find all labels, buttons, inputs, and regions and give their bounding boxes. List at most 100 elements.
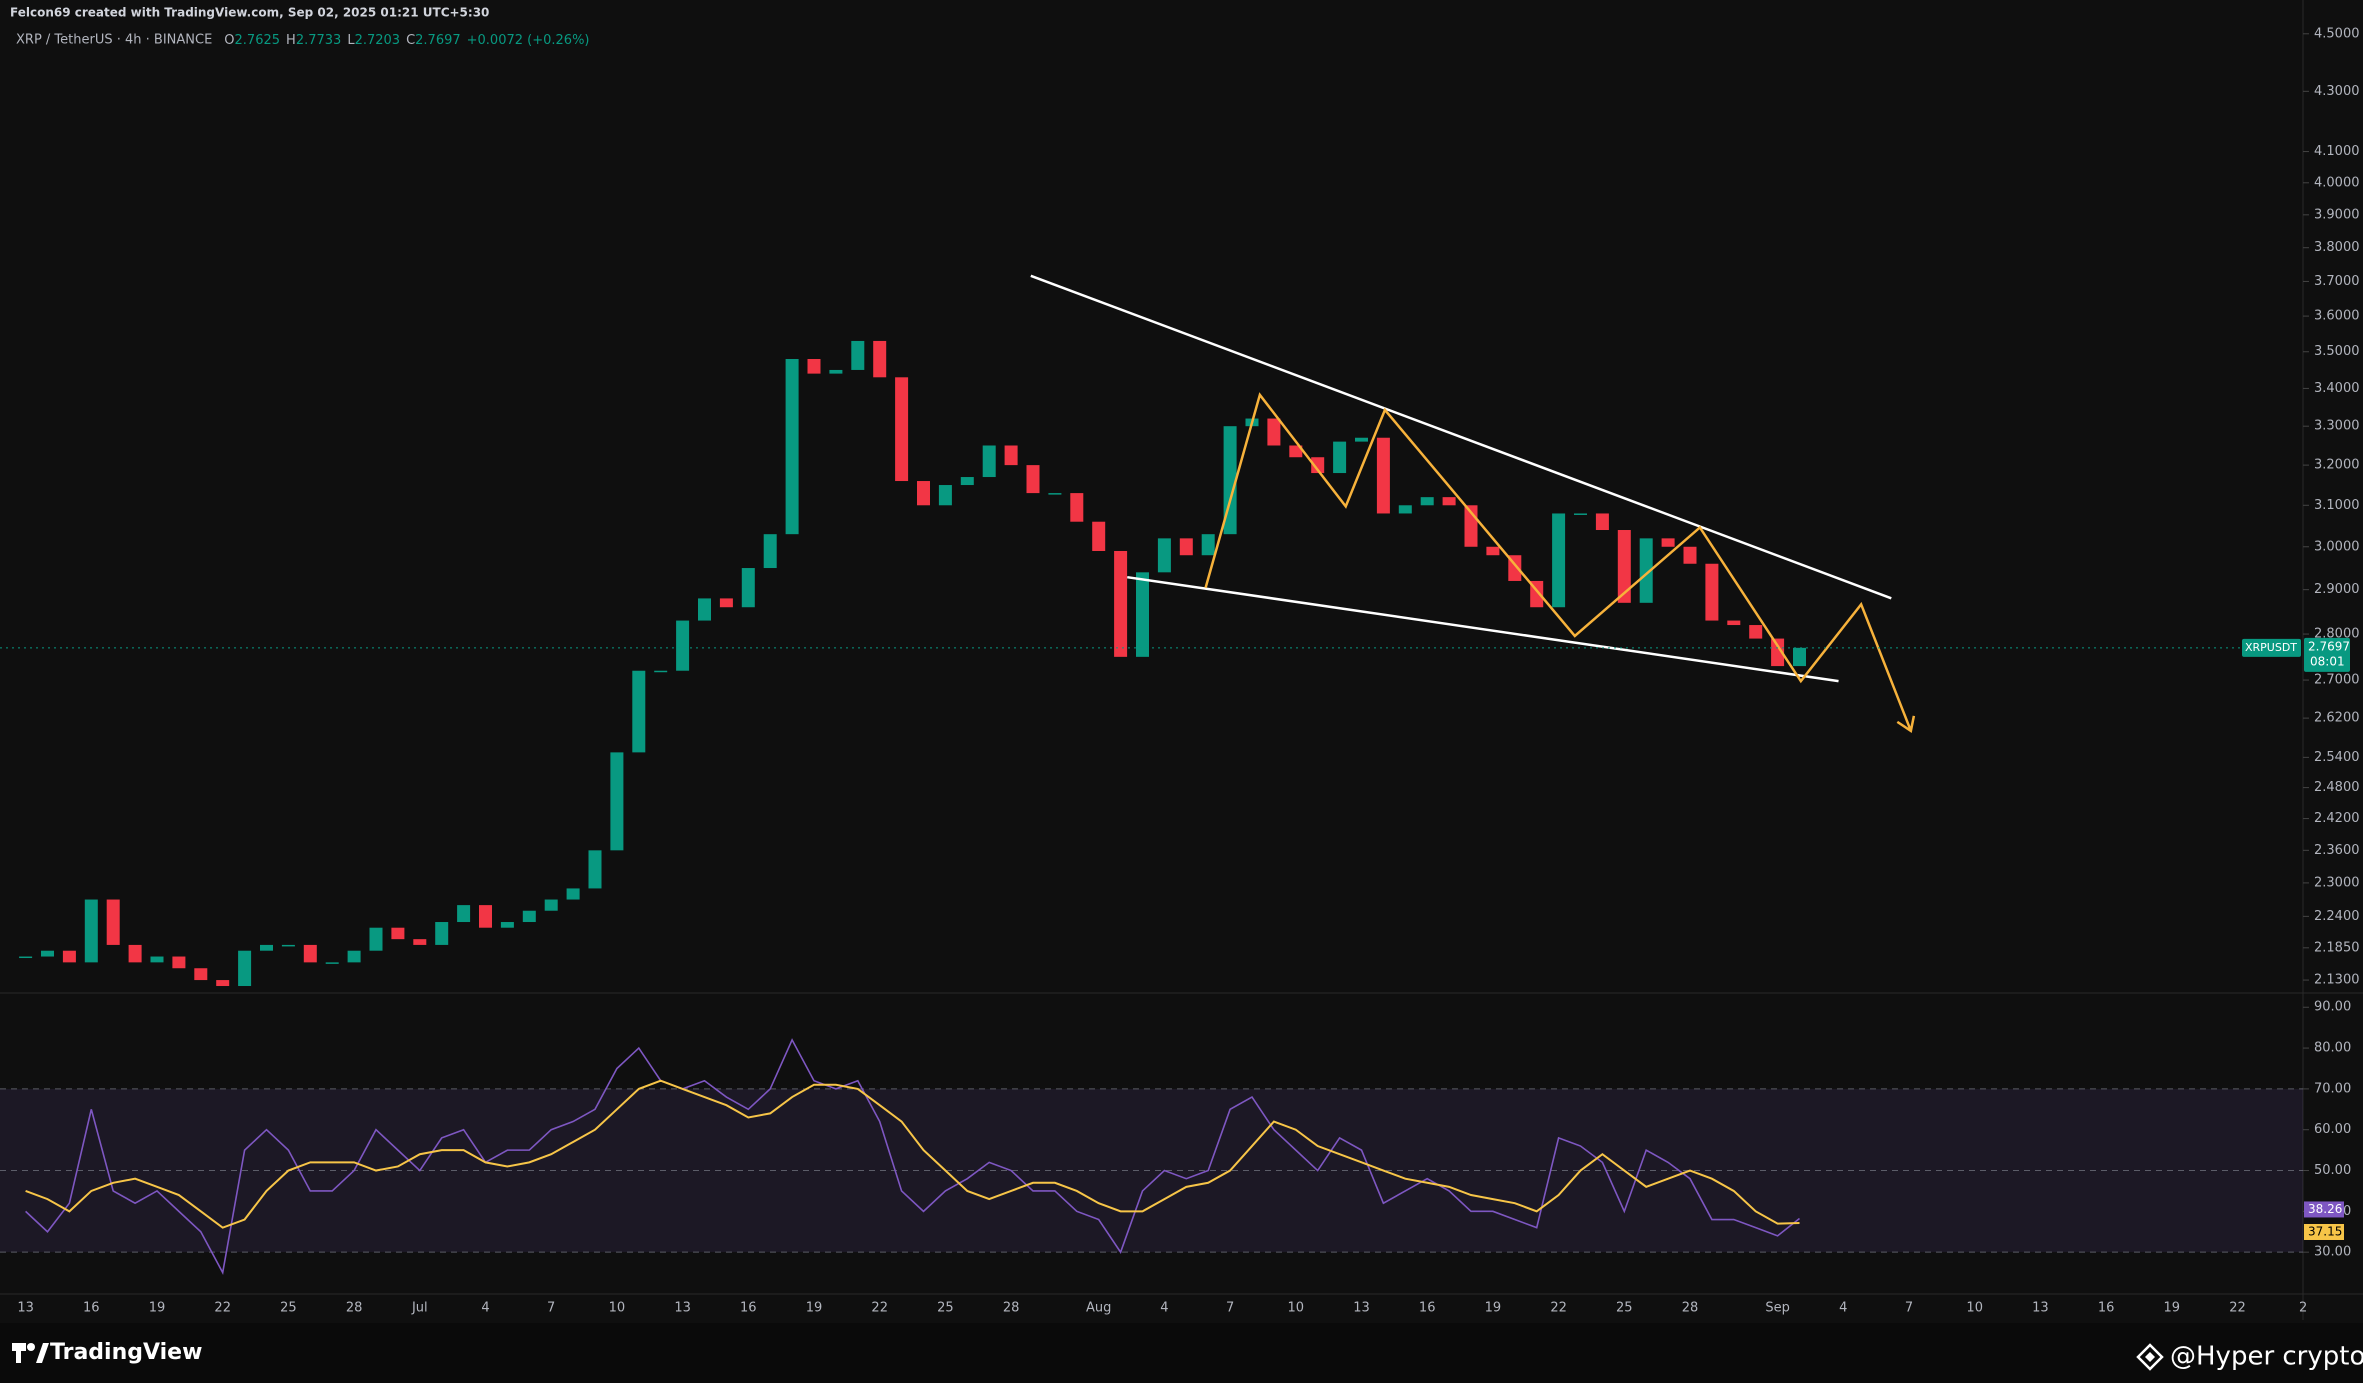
candle — [325, 962, 339, 964]
y-tick-label: 4.5000 — [2314, 26, 2360, 41]
x-tick-label: 10 — [609, 1301, 626, 1316]
rsi-tick-label: 80.00 — [2314, 1041, 2351, 1056]
symbol-label: XRPUSDT — [2245, 641, 2297, 654]
x-tick-label: 22 — [871, 1301, 888, 1316]
candle — [873, 340, 887, 378]
x-tick-label: 22 — [2229, 1301, 2246, 1316]
candle — [1114, 550, 1128, 657]
candle — [1683, 546, 1697, 564]
change: +0.0072 (+0.26%) — [467, 33, 590, 48]
rsi-tag — [2304, 1201, 2344, 1218]
y-tick-label: 2.4800 — [2314, 780, 2360, 795]
candle — [457, 905, 471, 923]
candle — [62, 950, 76, 963]
x-tick-label: 19 — [2164, 1301, 2181, 1316]
arrow-head — [1896, 715, 1916, 733]
candle — [1267, 418, 1281, 446]
x-tick-label: 7 — [1226, 1301, 1234, 1316]
rsi-tag-label: 37.15 — [2308, 1224, 2342, 1238]
candle — [829, 369, 843, 374]
candle — [785, 358, 799, 535]
y-tick-label: 3.0000 — [2314, 539, 2360, 554]
y-tick-label: 3.6000 — [2314, 309, 2360, 324]
brand: TradingView — [50, 1340, 202, 1365]
y-tick-label: 3.5000 — [2314, 344, 2360, 359]
ohlc-label: C — [406, 33, 415, 48]
ohlc-label: O — [224, 33, 234, 48]
candle — [1376, 437, 1390, 514]
candle — [1705, 563, 1719, 621]
y-tick-label: 4.1000 — [2314, 144, 2360, 159]
y-tick-label: 3.9000 — [2314, 207, 2360, 222]
candle — [1486, 546, 1500, 556]
x-tick-label: 2 — [2299, 1301, 2307, 1316]
candle — [369, 927, 383, 951]
y-tick-label: 3.2000 — [2314, 458, 2360, 473]
rsi-pane — [25, 1038, 1800, 1275]
rsi-tick-label: 60.00 — [2314, 1122, 2351, 1137]
trendline — [1127, 575, 1839, 683]
y-tick-label: 2.7000 — [2314, 673, 2360, 688]
y-tick-label: 4.3000 — [2314, 84, 2360, 99]
candle — [1793, 647, 1806, 667]
ohlc-value: 2.7203 — [355, 33, 401, 48]
y-tick-label: 2.6200 — [2314, 711, 2360, 726]
brand-logo — [12, 1343, 49, 1363]
symbol-tag — [2242, 638, 2301, 657]
ohlc-label: L — [347, 33, 355, 48]
x-tick-label: 25 — [280, 1301, 297, 1316]
price-pane — [19, 274, 1892, 987]
candle — [479, 905, 492, 928]
x-tick-label: 25 — [1616, 1301, 1633, 1316]
countdown: 08:01 — [2310, 654, 2345, 668]
candle — [1004, 445, 1018, 466]
candle — [1727, 620, 1741, 626]
x-tick-label: 16 — [740, 1301, 757, 1316]
x-tick-label: 10 — [1966, 1301, 1983, 1316]
candle — [19, 956, 33, 959]
x-tick-label: 28 — [346, 1301, 363, 1316]
y-tick-label: 2.2400 — [2314, 909, 2360, 924]
y-tick-label: 2.8000 — [2314, 627, 2360, 642]
ohlc-value: 2.7625 — [235, 33, 281, 48]
candle — [1311, 457, 1325, 474]
candle — [654, 670, 668, 673]
candle — [1157, 538, 1171, 573]
x-tick-label: 13 — [2032, 1301, 2049, 1316]
candle — [1136, 572, 1149, 657]
candle — [281, 944, 295, 947]
candle — [676, 620, 690, 671]
candle — [128, 944, 142, 963]
x-tick-label: 13 — [1353, 1301, 1370, 1316]
candle — [1355, 437, 1368, 442]
candle — [522, 910, 536, 923]
x-tick-label: Aug — [1086, 1301, 1111, 1316]
rsi-tick-label: 90.00 — [2314, 1000, 2351, 1015]
y-tick-label: 2.1300 — [2314, 973, 2360, 988]
rsi-tick-label: 50.00 — [2314, 1163, 2351, 1178]
x-tick-label: 4 — [1839, 1301, 1847, 1316]
x-tick-label: 19 — [806, 1301, 823, 1316]
footer-bar — [0, 1323, 2363, 1383]
candle — [1617, 530, 1631, 603]
candle — [347, 950, 361, 963]
candle — [851, 340, 865, 370]
candle — [1552, 513, 1566, 608]
candle — [1639, 538, 1653, 603]
candle — [960, 477, 974, 486]
candle — [610, 752, 624, 851]
y-tick-label: 3.3000 — [2314, 419, 2360, 434]
candle — [1442, 497, 1456, 506]
candle — [917, 481, 930, 506]
candle — [238, 950, 252, 987]
candle — [194, 968, 208, 981]
chart-title: XRP / TetherUS · 4h · BINANCE O2.7625 H2.7… — [16, 33, 590, 48]
candle — [1201, 534, 1215, 556]
y-tick-label: 3.8000 — [2314, 240, 2360, 255]
candle — [1289, 445, 1303, 458]
y-tick-label: 3.7000 — [2314, 274, 2360, 289]
candle — [303, 944, 317, 963]
rsi-tick-label: 70.00 — [2314, 1081, 2351, 1096]
